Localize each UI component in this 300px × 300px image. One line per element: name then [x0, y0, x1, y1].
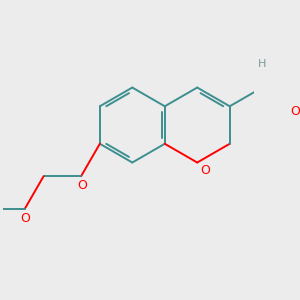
Text: O: O [77, 179, 87, 192]
Text: O: O [200, 164, 210, 177]
Text: O: O [21, 212, 31, 225]
Text: O: O [290, 105, 300, 118]
Text: H: H [258, 59, 266, 69]
